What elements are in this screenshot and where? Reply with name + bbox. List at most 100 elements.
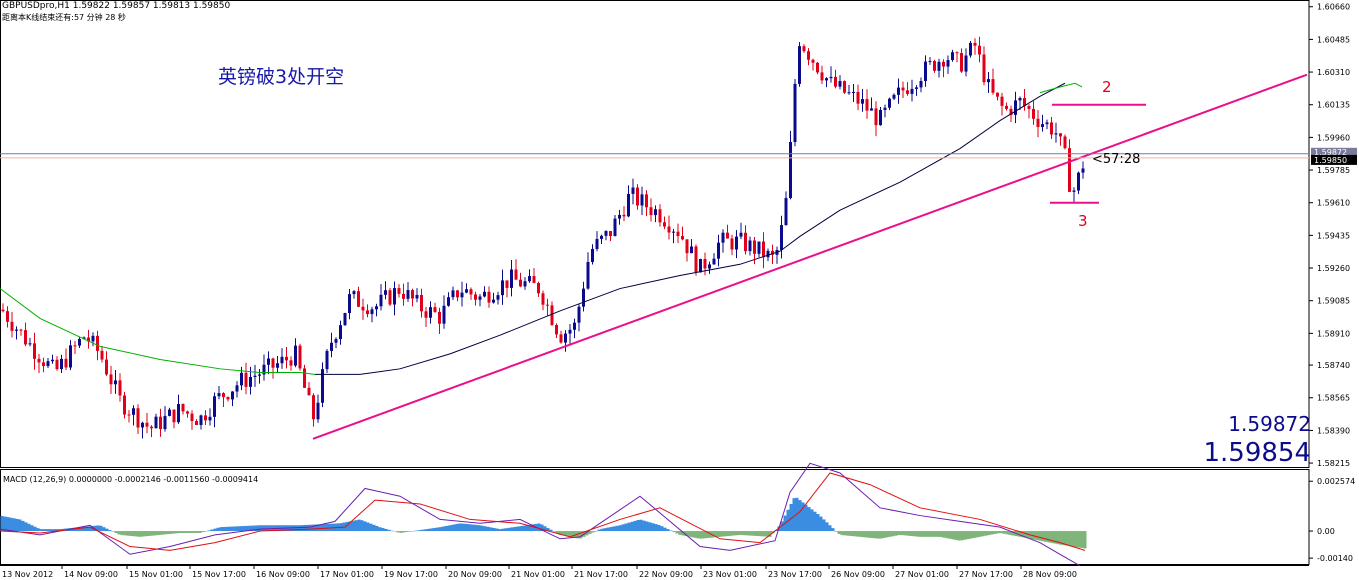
macd-histogram-bar — [810, 509, 814, 532]
macd-histogram-bar — [309, 524, 313, 532]
macd-histogram-bar — [159, 531, 163, 535]
macd-histogram-bar — [156, 531, 160, 536]
macd-histogram-bar — [360, 520, 364, 532]
candle-body — [294, 345, 297, 366]
macd-panel[interactable]: 0.002574 0.00 -0.00140 MACD (12,26,9) 0.000… — [0, 462, 1355, 567]
macd-histogram-bar — [948, 531, 952, 539]
macd-histogram-bar — [228, 526, 232, 532]
macd-histogram-bar — [255, 525, 259, 532]
macd-histogram-bar — [174, 531, 178, 534]
candle-body — [919, 80, 923, 88]
candle-body — [289, 360, 293, 366]
price-tick-label: 1.58215 — [1317, 459, 1350, 468]
time-tick-label: 19 Nov 17:00 — [384, 570, 438, 579]
macd-histogram-bar — [525, 525, 529, 532]
macd-histogram-bar — [831, 528, 835, 532]
candle-body — [357, 291, 360, 307]
candle-body — [717, 242, 720, 259]
macd-histogram-bar — [999, 531, 1003, 534]
macd-histogram-bar — [195, 531, 199, 533]
macd-histogram-bar — [351, 520, 355, 532]
candle-body — [105, 359, 108, 375]
candle-body — [55, 359, 59, 370]
macd-histogram-bar — [861, 531, 865, 538]
macd-histogram — [0, 497, 1087, 549]
candle-body — [1077, 172, 1080, 191]
macd-histogram-bar — [405, 531, 409, 532]
macd-histogram-bar — [867, 531, 871, 538]
macd-histogram-bar — [846, 531, 850, 536]
macd-histogram-bar — [258, 525, 262, 532]
candle-body — [1005, 105, 1008, 109]
macd-histogram-bar — [111, 531, 115, 532]
macd-histogram-bar — [588, 531, 592, 534]
candle-body — [523, 281, 527, 287]
candle-body — [888, 98, 891, 108]
macd-histogram-bar — [399, 531, 403, 533]
macd-histogram-bar — [486, 526, 490, 532]
macd-histogram-bar — [915, 531, 919, 537]
candle-body — [816, 62, 819, 73]
macd-histogram-bar — [561, 531, 565, 536]
macd-histogram-bar — [516, 526, 520, 532]
bid-price-display: 1.59872 — [1228, 412, 1311, 436]
macd-histogram-bar — [615, 525, 619, 532]
macd-histogram-bar — [522, 525, 526, 532]
candle-body — [24, 330, 27, 345]
macd-histogram-bar — [480, 525, 484, 532]
symbol-header: GBPUSDpro,H1 1.59822 1.59857 1.59813 1.5… — [2, 1, 231, 11]
macd-histogram-bar — [636, 520, 640, 532]
candle-body — [609, 231, 612, 237]
candle-body — [883, 107, 887, 110]
macd-histogram-bar — [813, 511, 817, 532]
macd-histogram-bar — [969, 531, 973, 539]
macd-histogram-bar — [606, 527, 610, 532]
macd-histogram-bar — [210, 529, 214, 532]
macd-histogram-bar — [546, 527, 550, 532]
macd-histogram-bar — [138, 531, 142, 537]
candle-body — [226, 397, 230, 400]
candle-body — [793, 83, 797, 143]
candle-body — [150, 426, 153, 429]
macd-histogram-bar — [207, 530, 211, 532]
candle-body — [249, 377, 252, 387]
candle-body — [663, 222, 666, 227]
candle-body — [442, 305, 446, 324]
macd-histogram-bar — [576, 531, 580, 539]
candle-body — [600, 235, 603, 239]
trendline-line[interactable] — [312, 73, 1308, 440]
candle-body — [987, 79, 990, 83]
macd-histogram-bar — [18, 519, 22, 532]
candle-body — [784, 198, 788, 226]
candle-body — [460, 292, 464, 298]
macd-histogram-bar — [747, 531, 751, 536]
macd-histogram-bar — [684, 531, 688, 537]
macd-histogram-bar — [966, 531, 970, 540]
candle-body — [757, 241, 761, 254]
candle-body — [703, 258, 707, 269]
macd-histogram-bar — [384, 528, 388, 532]
macd-histogram-bar — [450, 524, 454, 532]
candle-body — [132, 408, 135, 415]
candle-body — [595, 238, 599, 249]
candle-body — [582, 288, 585, 307]
macd-histogram-bar — [264, 525, 268, 532]
candle-body — [411, 290, 414, 299]
macd-histogram-bar — [678, 531, 682, 535]
macd-histogram-bar — [552, 531, 556, 532]
candle-body — [820, 72, 824, 81]
macd-histogram-bar — [954, 531, 958, 540]
candle-body — [748, 240, 752, 252]
macd-histogram-bar — [3, 516, 7, 532]
candle-body — [186, 411, 189, 414]
macd-histogram-bar — [507, 527, 511, 532]
candle-body — [667, 226, 671, 233]
macd-histogram-bar — [927, 531, 931, 537]
macd-histogram-bar — [39, 529, 43, 532]
macd-histogram-bar — [642, 520, 646, 532]
candle-body — [978, 45, 981, 55]
candle-body — [222, 393, 225, 398]
ma-fast-line-early — [0, 288, 316, 375]
